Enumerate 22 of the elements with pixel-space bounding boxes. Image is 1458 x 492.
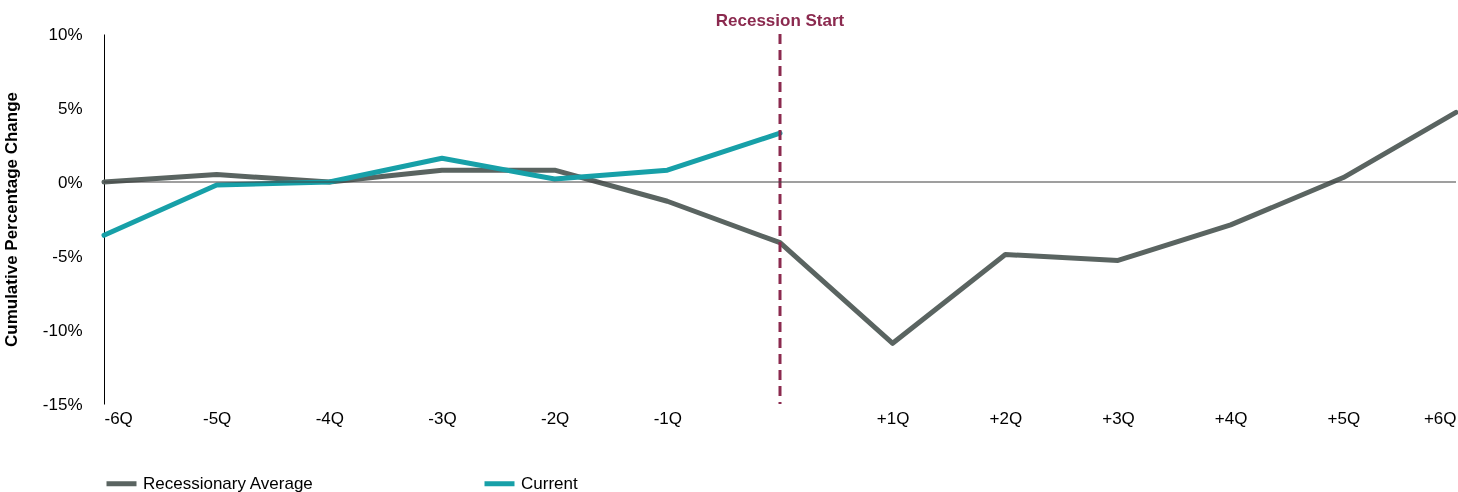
x-tick-label: -5Q	[202, 408, 232, 428]
x-tick-label: -3Q	[428, 408, 457, 428]
x-tick-label: +6Q	[1423, 408, 1457, 428]
x-tick-label: -4Q	[315, 408, 345, 428]
y-tick-label: -5%	[52, 246, 83, 266]
x-tick-label: +3Q	[1102, 408, 1135, 428]
x-tick-label: -1Q	[653, 408, 683, 428]
x-tick-label: +4Q	[1214, 408, 1248, 428]
y-tick-label: 10%	[48, 24, 83, 44]
ref-line-label: Recession Start	[715, 11, 845, 30]
x-tick-label: +2Q	[989, 408, 1023, 428]
x-tick-label: +5Q	[1327, 408, 1361, 428]
x-tick-label: -6Q	[104, 408, 133, 428]
y-tick-label: 0%	[57, 172, 83, 192]
y-tick-label: -10%	[42, 320, 83, 340]
x-tick-label: -2Q	[540, 408, 570, 428]
x-tick-label: +1Q	[876, 408, 910, 428]
y-axis-title: Cumulative Percentage Change	[1, 91, 21, 348]
y-tick-label: 5%	[57, 98, 83, 118]
y-tick-label: -15%	[42, 394, 83, 414]
legend-label: Recessionary Average	[143, 473, 313, 492]
legend-label: Current	[521, 473, 578, 492]
